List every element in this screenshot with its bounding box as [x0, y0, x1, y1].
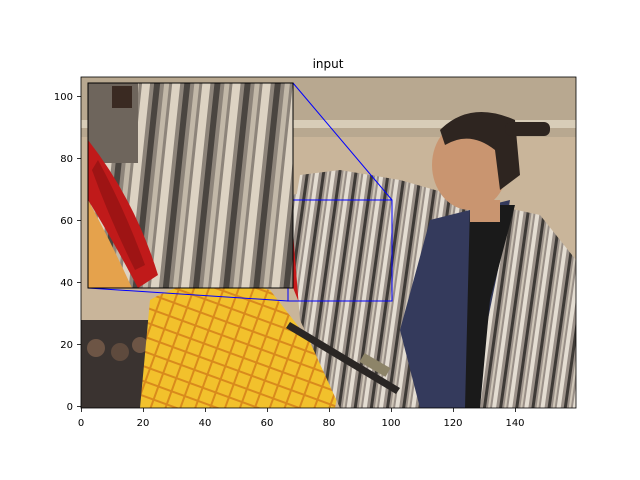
y-tick-label: 80: [60, 154, 73, 165]
y-tick-label: 0: [67, 402, 73, 413]
x-axis: 0 20 40 60 80 100 120 140: [78, 408, 525, 429]
y-tick-label: 20: [60, 340, 73, 351]
x-tick-label: 140: [505, 418, 524, 429]
x-tick-label: 0: [78, 418, 84, 429]
main-image: [81, 77, 576, 408]
y-tick-label: 100: [54, 92, 73, 103]
x-tick-label: 60: [261, 418, 274, 429]
plot-title: input: [313, 57, 344, 71]
zoom-connector-top: [292, 82, 393, 201]
x-tick-label: 120: [443, 418, 462, 429]
y-axis: 0 20 40 60 80 100: [54, 92, 81, 413]
inset-image: [88, 83, 293, 288]
y-tick-label: 60: [60, 216, 73, 227]
inset-frame: [87, 82, 294, 289]
x-tick-label: 80: [323, 418, 336, 429]
x-tick-label: 20: [137, 418, 150, 429]
x-tick-label: 40: [199, 418, 212, 429]
zoom-connector-bottom: [87, 287, 289, 302]
y-tick-label: 40: [60, 278, 73, 289]
x-tick-label: 100: [381, 418, 400, 429]
axes-frame: [80, 76, 577, 409]
